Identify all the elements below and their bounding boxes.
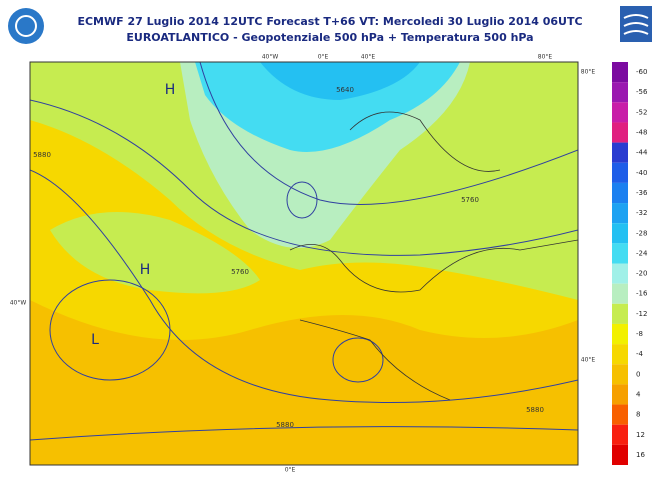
legend-swatch — [612, 223, 628, 244]
legend-label: -40 — [636, 169, 647, 177]
logo-left-ring — [15, 15, 37, 37]
legend-label: -56 — [636, 88, 648, 96]
map — [30, 62, 578, 465]
map-label: 5880 — [526, 406, 544, 414]
legend-swatch — [612, 364, 628, 385]
legend-swatch — [612, 82, 628, 103]
map-label: 40°W — [262, 54, 279, 61]
map-label: 5880 — [33, 151, 51, 159]
legend-swatch — [612, 444, 628, 465]
legend-label: -36 — [636, 189, 648, 197]
legend-label: -60 — [636, 68, 647, 76]
legend-label: -48 — [636, 129, 647, 137]
legend-swatch — [612, 283, 628, 304]
legend-swatch — [612, 162, 628, 183]
legend-label: -24 — [636, 249, 648, 257]
map-label: 80°E — [538, 54, 553, 61]
legend-swatch — [612, 303, 628, 324]
contour-low-2 — [332, 337, 384, 383]
map-label: 40°E — [361, 54, 376, 61]
warm-area — [30, 300, 578, 465]
legend-swatch — [612, 384, 628, 405]
map-label: 0°E — [285, 467, 296, 474]
legend-swatch — [612, 344, 628, 365]
legend-swatch — [612, 182, 628, 204]
legend-label: 0 — [636, 370, 640, 378]
legend-label: -52 — [636, 108, 647, 116]
colder-area — [260, 62, 420, 100]
title: ECMWF 27 Luglio 2014 12UTC Forecast T+66… — [77, 15, 582, 28]
map-label: 5760 — [231, 268, 249, 276]
map-label: 40°W — [10, 300, 27, 307]
map-label: L — [91, 332, 99, 348]
map-label: 40°E — [581, 357, 596, 364]
legend-label: -32 — [636, 209, 647, 217]
legend-swatch — [612, 122, 628, 143]
map-frame — [29, 61, 579, 466]
map-label: 5880 — [276, 421, 294, 429]
subtitle: EUROATLANTICO - Geopotenziale 500 hPa + … — [126, 31, 533, 44]
contour-low — [49, 279, 171, 381]
legend-label: -4 — [636, 350, 644, 358]
contour-low-3 — [286, 181, 318, 219]
map-label: 0°E — [318, 54, 329, 61]
legend-swatch — [612, 263, 628, 284]
contours — [30, 62, 578, 441]
map-label: 5640 — [336, 86, 354, 94]
legend-label: -28 — [636, 229, 647, 237]
legend-label: -8 — [636, 330, 643, 338]
cold-area — [195, 62, 460, 152]
map-label: H — [140, 262, 151, 278]
legend-swatch — [612, 404, 628, 425]
legend-swatch — [612, 62, 628, 83]
legend-swatch — [612, 424, 628, 445]
legend-label: 12 — [636, 431, 645, 439]
legend-swatch — [612, 102, 628, 123]
legend-swatch — [612, 243, 628, 264]
logo-right-waves — [623, 14, 649, 35]
legend-swatch — [612, 142, 628, 163]
legend-label: -12 — [636, 310, 647, 318]
legend-swatch — [612, 323, 628, 345]
legend-label: -16 — [636, 290, 648, 298]
legend-label: 16 — [636, 451, 645, 459]
map-label: 5760 — [461, 196, 479, 204]
logo-left — [8, 8, 44, 44]
legend-label: -20 — [636, 270, 647, 278]
map-label: H — [165, 82, 176, 98]
map-label: 80°E — [581, 69, 596, 76]
legend-label: 4 — [636, 390, 641, 398]
coastline — [289, 111, 578, 401]
legend-label: -44 — [636, 149, 648, 157]
legend-swatch — [612, 203, 628, 224]
legend-label: 8 — [636, 411, 640, 419]
